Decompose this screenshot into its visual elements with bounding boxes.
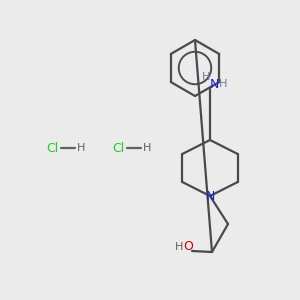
Text: H: H <box>175 242 183 252</box>
Text: N: N <box>205 190 215 202</box>
Text: H: H <box>143 143 151 153</box>
Text: O: O <box>183 241 193 254</box>
Text: H: H <box>219 79 227 89</box>
Text: Cl: Cl <box>46 142 58 154</box>
Text: H: H <box>202 72 210 82</box>
Text: N: N <box>209 77 219 91</box>
Text: Cl: Cl <box>112 142 124 154</box>
Text: H: H <box>77 143 85 153</box>
